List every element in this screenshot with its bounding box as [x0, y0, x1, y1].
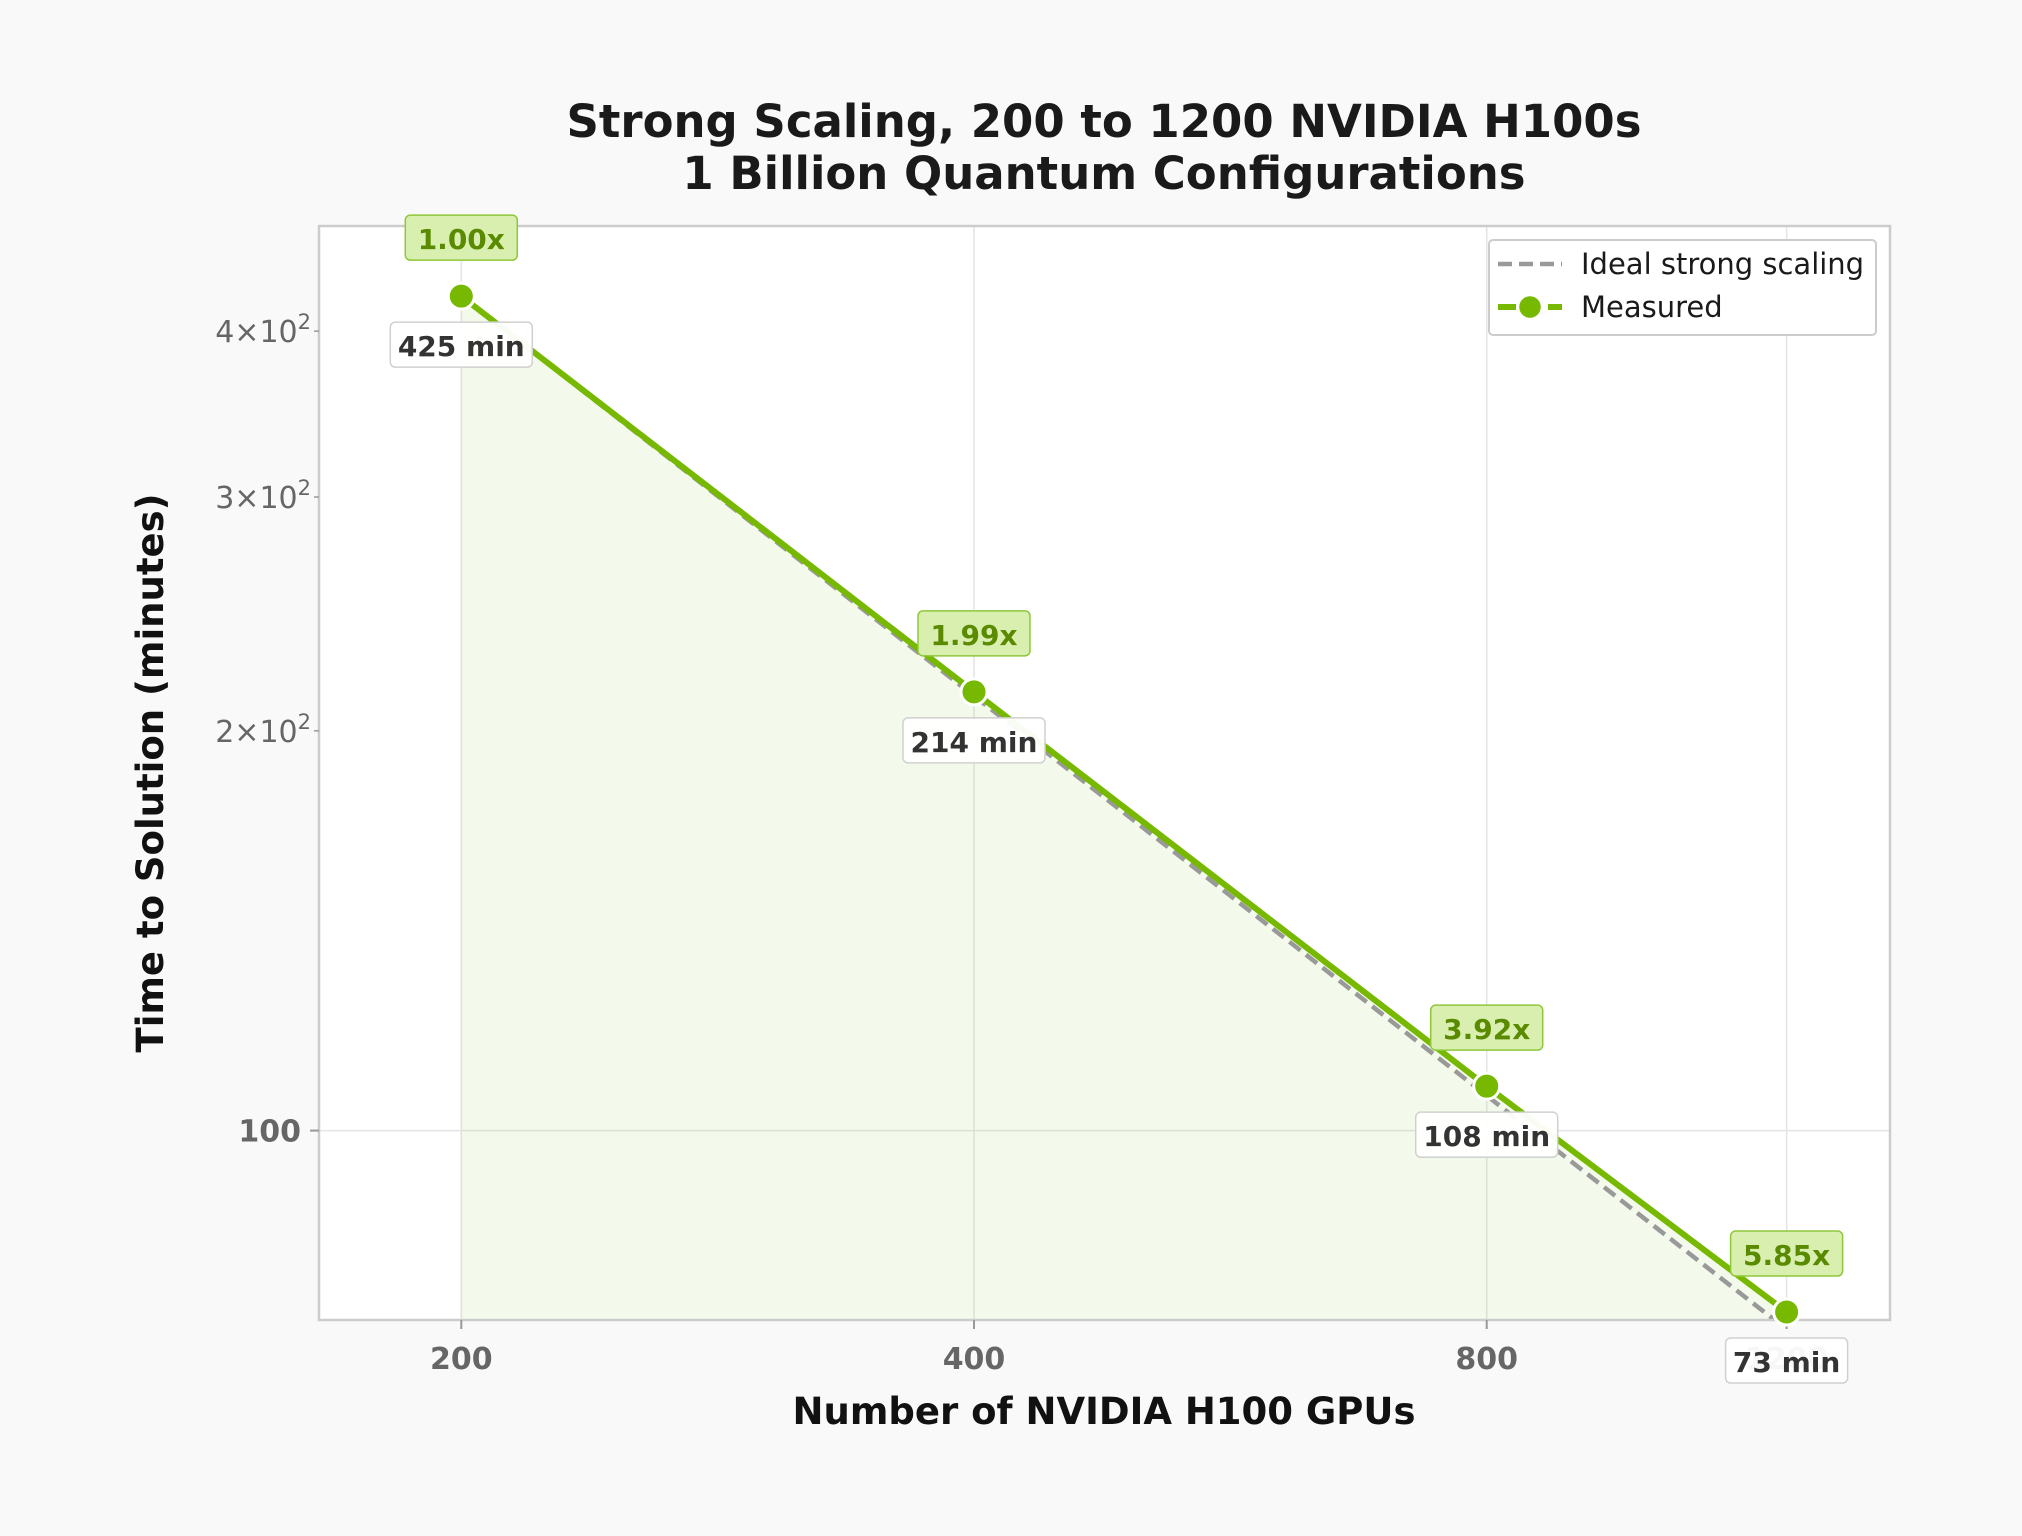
measured-point — [959, 677, 989, 707]
speedup-label-box — [404, 214, 519, 261]
x-tick-label: 800 — [1455, 1342, 1518, 1377]
x-axis-ticks: 2004008001200 — [430, 1320, 1828, 1377]
line-layer — [459, 293, 1789, 1320]
time-label-box — [902, 717, 1046, 764]
y-axis-label: Time to Solution (minutes) — [129, 493, 172, 1052]
y-axis-ticks: 4×102 3×102 2×102 100 — [215, 310, 319, 1150]
x-tick-label: 200 — [430, 1342, 493, 1377]
measured-point — [1472, 1071, 1502, 1101]
time-label: 425 min — [398, 330, 525, 363]
time-label-box — [389, 321, 534, 368]
time-label: 214 min — [911, 726, 1038, 759]
plot-area — [319, 226, 1890, 1320]
speedup-label-box — [917, 610, 1031, 657]
measured-point — [1772, 1297, 1802, 1327]
legend-measured-marker — [1516, 293, 1544, 321]
speedup-label: 1.99x — [930, 619, 1017, 652]
x-axis-label: Number of NVIDIA H100 GPUs — [793, 1390, 1416, 1433]
measured-line — [459, 293, 1789, 1315]
legend: Ideal strong scaling Measured — [1488, 239, 1877, 336]
time-label-box — [1724, 1337, 1849, 1384]
speedup-label: 3.92x — [1443, 1013, 1530, 1046]
time-label: 108 min — [1423, 1120, 1550, 1153]
chart-title-line2: 1 Billion Quantum Configurations — [682, 147, 1525, 200]
time-label: 73 min — [1733, 1346, 1840, 1379]
speedup-label: 5.85x — [1743, 1239, 1830, 1272]
time-label-box — [1414, 1111, 1559, 1158]
speedup-label: 1.00x — [418, 223, 505, 256]
speedup-label-box — [1429, 1004, 1544, 1051]
y-tick-label: 2×102 — [215, 710, 311, 750]
marker-layer — [446, 281, 1802, 1327]
measured-point — [446, 281, 476, 311]
legend-ideal-label: Ideal strong scaling — [1581, 247, 1864, 281]
x-tick-label: 400 — [943, 1342, 1006, 1377]
legend-measured-label: Measured — [1581, 290, 1723, 324]
y-tick-label: 100 — [238, 1115, 301, 1150]
y-tick-label: 3×102 — [215, 476, 311, 516]
chart-title-line1: Strong Scaling, 200 to 1200 NVIDIA H100s — [566, 95, 1641, 148]
annotation-layer: 425 min 1.00x 214 min 1.99x 108 min 3.92x 73 m… — [389, 214, 1849, 1384]
plot-frame — [317, 224, 1892, 1322]
grid-layer — [319, 226, 1890, 1320]
y-tick-label: 4×102 — [215, 310, 311, 350]
speedup-label-box — [1729, 1230, 1844, 1277]
legend-box — [1488, 239, 1877, 336]
